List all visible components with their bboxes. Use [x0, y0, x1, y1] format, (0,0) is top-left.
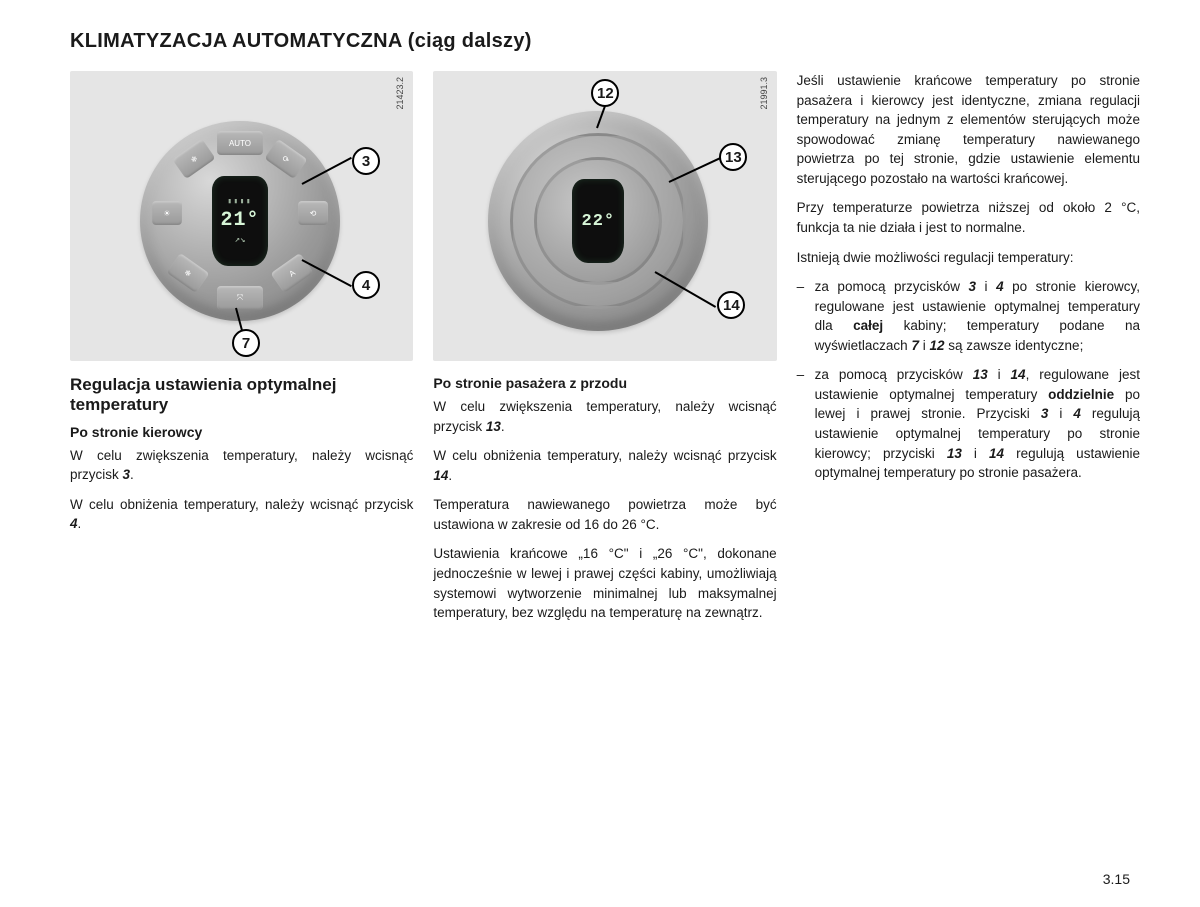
- lcd-arrows-icon: ↗↘: [212, 235, 268, 245]
- text: W celu zwiększenia temperatury, należy w…: [433, 399, 776, 434]
- col3-para-2: Przy temperaturze powietrza niższej od o…: [797, 198, 1140, 237]
- col1-heading: Regulacja ustawienia optymalnej temperat…: [70, 375, 413, 416]
- passenger-temp-value: 22°: [572, 212, 624, 231]
- lcd-bars-icon: ▮▮▮▮: [212, 197, 268, 206]
- ref-13: 13: [947, 446, 962, 461]
- col2-para-4: Ustawienia krańcowe „16 °C" i „26 °C", d…: [433, 544, 776, 622]
- button-top-left: ❄: [172, 139, 215, 179]
- list-item: za pomocą przycisków 3 i 4 po stronie ki…: [797, 277, 1140, 355]
- col2-subheading: Po stronie pasażera z przodu: [433, 375, 776, 391]
- column-1: 21423.2 AUTO ⟳ ⟲ A ⤧ ❄ ☀ ❄ ▮▮▮▮ 21° ↗↘ 3: [70, 71, 413, 633]
- column-2: 21991.3 22° 12 13 14 Po stronie pasażera…: [433, 71, 776, 633]
- text: .: [130, 467, 134, 482]
- driver-temp-value: 21°: [212, 209, 268, 232]
- ref-13: 13: [973, 367, 988, 382]
- figure-2: 21991.3 22° 12 13 14: [433, 71, 776, 361]
- text: i: [1048, 406, 1073, 421]
- text: za pomocą przycisków: [815, 367, 973, 382]
- callout-3: 3: [352, 147, 380, 175]
- ref-4: 4: [996, 279, 1004, 294]
- ref-3: 3: [123, 467, 131, 482]
- figure-1-code: 21423.2: [395, 77, 405, 110]
- ref-13: 13: [486, 419, 501, 434]
- passenger-dial: 22°: [488, 111, 708, 331]
- figure-2-code: 21991.3: [759, 77, 769, 110]
- page-title: KLIMATYZACJA AUTOMATYCZNA (ciąg dalszy): [70, 30, 1140, 53]
- ref-14: 14: [1011, 367, 1026, 382]
- text: W celu zwiększenia temperatury, należy w…: [70, 448, 413, 483]
- col2-para-3: Temperatura nawiewanego powietrza może b…: [433, 495, 776, 534]
- col1-para-2: W celu obniżenia temperatury, należy wci…: [70, 495, 413, 534]
- passenger-lcd: 22°: [572, 179, 624, 263]
- ref-14: 14: [989, 446, 1004, 461]
- text: W celu obniżenia temperatury, należy wci…: [70, 497, 413, 512]
- text: i: [988, 367, 1011, 382]
- ref-14: 14: [433, 468, 448, 483]
- bold-text: oddzielnie: [1048, 387, 1114, 402]
- button-right: ⟲: [298, 201, 328, 225]
- ref-7: 7: [911, 338, 919, 353]
- page-number: 3.15: [1103, 871, 1130, 887]
- col2-para-2: W celu obniżenia temperatury, należy wci…: [433, 446, 776, 485]
- columns: 21423.2 AUTO ⟳ ⟲ A ⤧ ❄ ☀ ❄ ▮▮▮▮ 21° ↗↘ 3: [70, 71, 1140, 633]
- ref-3: 3: [969, 279, 977, 294]
- button-bottom-right: A: [270, 253, 313, 293]
- text: .: [448, 468, 452, 483]
- callout-12: 12: [591, 79, 619, 107]
- callout-13: 13: [719, 143, 747, 171]
- button-left: ☀: [152, 201, 182, 225]
- text: i: [919, 338, 930, 353]
- bold-text: całej: [853, 318, 883, 333]
- col3-list: za pomocą przycisków 3 i 4 po stronie ki…: [797, 277, 1140, 483]
- column-3: Jeśli ustawienie krańcowe temperatury po…: [797, 71, 1140, 633]
- ref-12: 12: [929, 338, 944, 353]
- button-top-right: ⟳: [264, 139, 307, 179]
- text: .: [78, 516, 82, 531]
- figure-1: 21423.2 AUTO ⟳ ⟲ A ⤧ ❄ ☀ ❄ ▮▮▮▮ 21° ↗↘ 3: [70, 71, 413, 361]
- text: za pomocą przycisków: [815, 279, 969, 294]
- text: i: [962, 446, 989, 461]
- ref-4: 4: [1073, 406, 1081, 421]
- text: są zawsze identyczne;: [945, 338, 1084, 353]
- auto-button: AUTO: [217, 131, 263, 155]
- button-bottom: ⤧: [217, 286, 263, 310]
- list-item: za pomocą przycisków 13 i 14, regulowane…: [797, 365, 1140, 482]
- col1-subheading: Po stronie kierowcy: [70, 424, 413, 440]
- col3-para-3: Istnieją dwie możliwości regulacji tempe…: [797, 248, 1140, 268]
- col1-para-1: W celu zwiększenia temperatury, należy w…: [70, 446, 413, 485]
- text: W celu obniżenia temperatury, należy wci…: [433, 448, 776, 463]
- button-bottom-left: ❄: [166, 253, 209, 293]
- callout-14: 14: [717, 291, 745, 319]
- text: i: [976, 279, 996, 294]
- driver-dial: AUTO ⟳ ⟲ A ⤧ ❄ ☀ ❄ ▮▮▮▮ 21° ↗↘: [140, 121, 340, 321]
- text: .: [501, 419, 505, 434]
- callout-4: 4: [352, 271, 380, 299]
- col3-para-1: Jeśli ustawienie krańcowe temperatury po…: [797, 71, 1140, 188]
- callout-7: 7: [232, 329, 260, 357]
- col2-para-1: W celu zwiększenia temperatury, należy w…: [433, 397, 776, 436]
- ref-4: 4: [70, 516, 78, 531]
- driver-lcd: ▮▮▮▮ 21° ↗↘: [212, 176, 268, 266]
